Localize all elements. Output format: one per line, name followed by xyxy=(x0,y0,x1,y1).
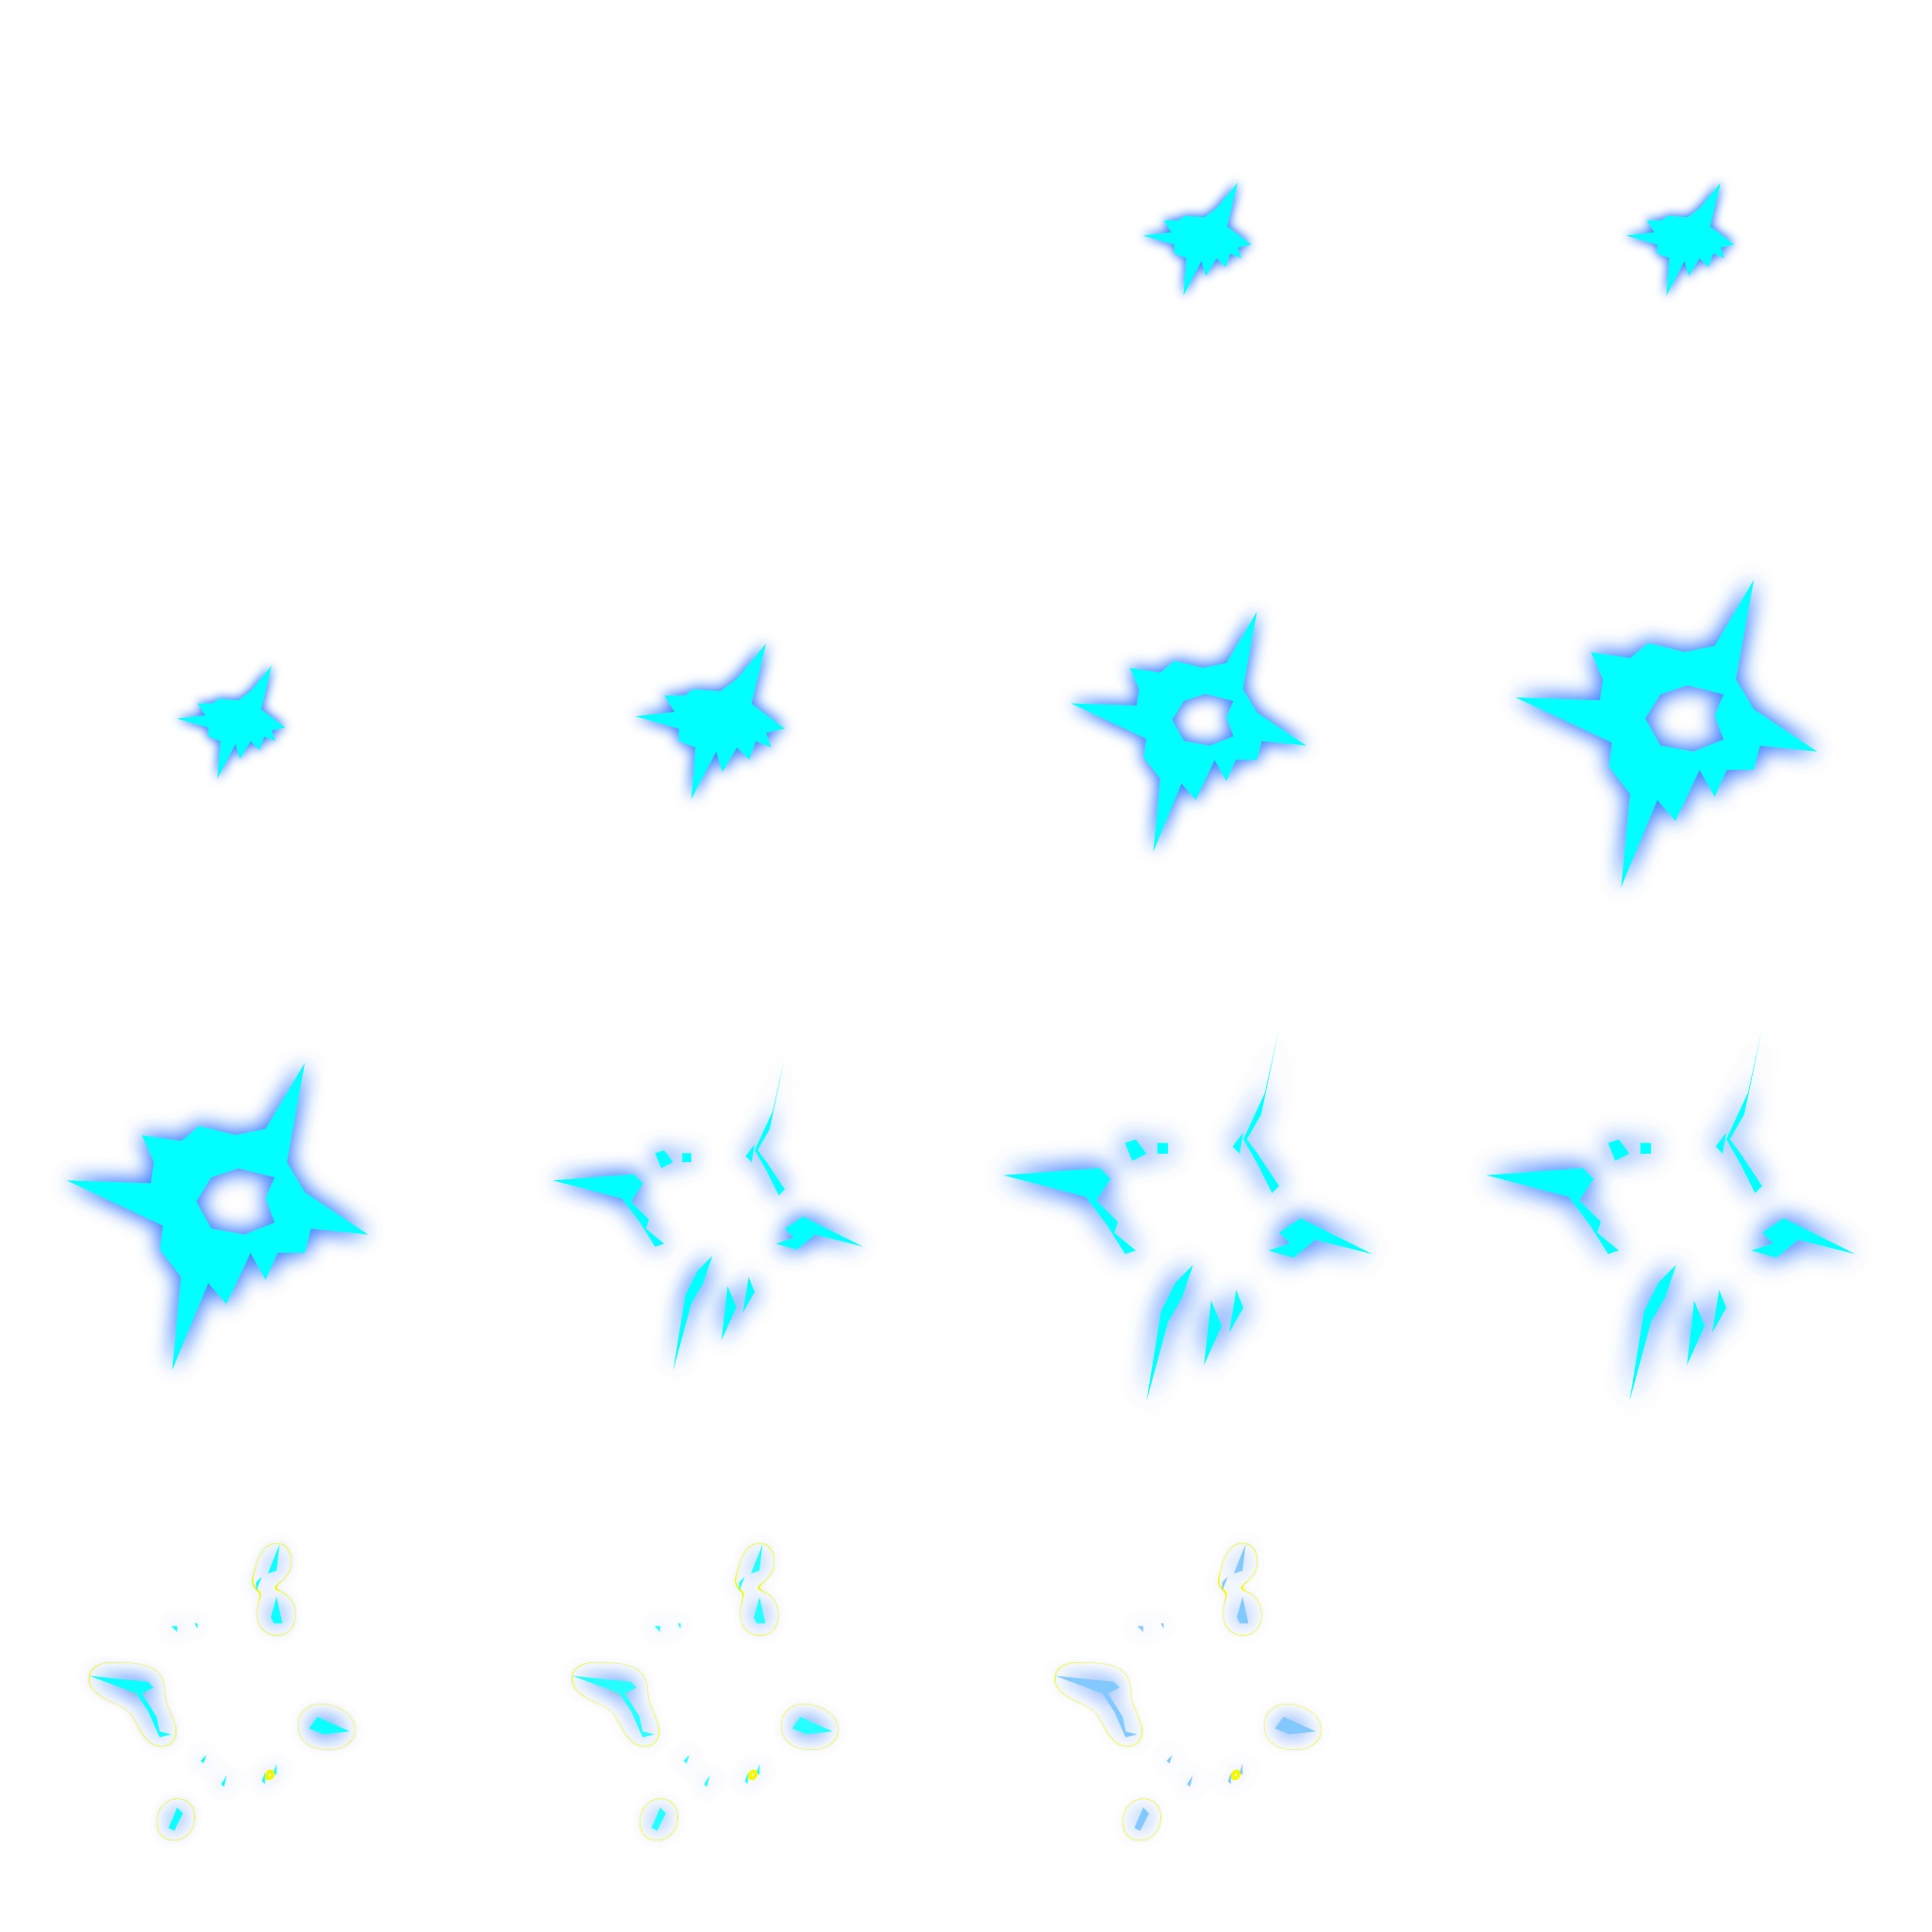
sprite-frame-5 xyxy=(176,665,286,779)
energy-burst-fragments xyxy=(1055,1544,1316,1831)
sprite-frame-3 xyxy=(1142,182,1252,296)
energy-burst-ring xyxy=(66,1062,369,1371)
sprite-frame-11 xyxy=(1003,1028,1373,1402)
energy-burst-solid xyxy=(176,665,286,779)
energy-burst-ring xyxy=(1071,611,1307,852)
sprite-frame-10 xyxy=(552,1057,864,1371)
energy-burst-fragments xyxy=(572,1544,833,1831)
sprite-frame-8 xyxy=(1515,579,1818,888)
sprite-frame-4 xyxy=(1625,182,1735,296)
energy-burst-shards xyxy=(552,1057,864,1371)
sprite-frame-13 xyxy=(89,1544,350,1831)
energy-burst-solid xyxy=(1625,182,1735,296)
energy-burst-solid xyxy=(1142,182,1252,296)
sprite-frame-15 xyxy=(1055,1544,1316,1831)
sprite-frame-9 xyxy=(66,1062,369,1371)
energy-burst-shards xyxy=(1003,1028,1373,1402)
energy-burst-fragments xyxy=(89,1544,350,1831)
sprite-frame-14 xyxy=(572,1544,833,1831)
energy-burst-solid xyxy=(635,643,785,800)
sprite-frame-12 xyxy=(1486,1028,1856,1402)
energy-burst-shards xyxy=(1486,1028,1856,1402)
sprite-frame-7 xyxy=(1071,611,1307,852)
energy-burst-ring xyxy=(1515,579,1818,888)
sprite-frame-6 xyxy=(635,643,785,800)
